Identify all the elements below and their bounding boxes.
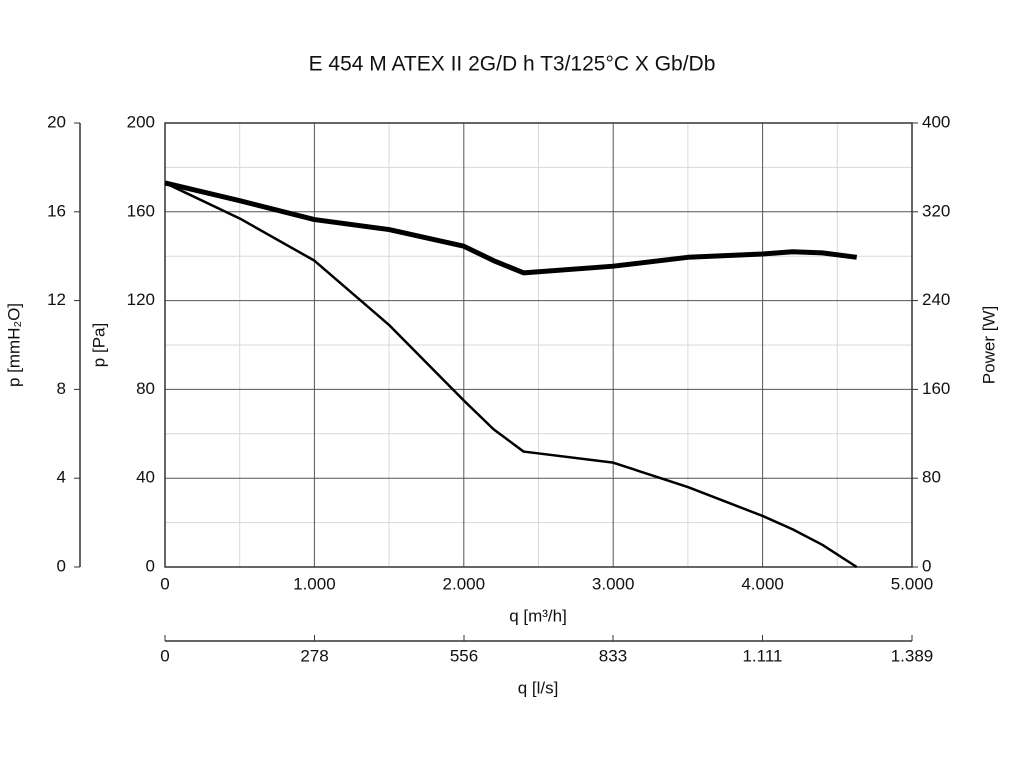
y3-tick-label: 8 [57,379,66,398]
x2-tick-label: 278 [300,646,328,665]
x-tick-label: 2.000 [443,574,486,593]
y3-tick-label: 16 [47,201,66,220]
y3-tick-label: 0 [57,556,66,575]
plot-frame [164,122,913,568]
series-line [164,180,858,276]
y-tick-label: 200 [127,112,155,131]
y-tick-label: 0 [146,556,155,575]
series-line [164,181,858,569]
y-tick-label: 160 [127,201,155,220]
x2-tick-label: 1.389 [891,646,934,665]
x2-axis-label: q [l/s] [518,678,559,697]
y2-tick-label: 400 [922,112,950,131]
x2-tick-label: 833 [599,646,627,665]
y-tick-label: 80 [136,379,155,398]
x2-tick-label: 556 [450,646,478,665]
y-axis-label: p [Pa] [89,323,108,367]
y3-tick-label: 4 [57,468,66,487]
y2-axis-label: Power [W] [979,306,998,384]
y2-tick-label: 80 [922,468,941,487]
x-axis-label: q [m³/h] [509,606,567,625]
x-tick-label: 0 [160,574,169,593]
x-tick-label: 1.000 [293,574,336,593]
y2-tick-label: 0 [922,556,931,575]
x2-tick-label: 0 [160,646,169,665]
x-tick-label: 5.000 [891,574,934,593]
y3-tick-label: 20 [47,112,66,131]
y2-tick-label: 320 [922,201,950,220]
y3-axis-label: p [mmH₂O] [4,303,23,387]
y2-tick-label: 240 [922,290,950,309]
y-tick-label: 120 [127,290,155,309]
y-tick-label: 40 [136,468,155,487]
x2-tick-label: 1.111 [742,646,782,665]
x-tick-label: 4.000 [741,574,784,593]
y2-tick-label: 160 [922,379,950,398]
chart-title: E 454 M ATEX II 2G/D h T3/125°C X Gb/Db [309,53,716,76]
x-tick-label: 3.000 [592,574,635,593]
y3-tick-label: 12 [47,290,66,309]
